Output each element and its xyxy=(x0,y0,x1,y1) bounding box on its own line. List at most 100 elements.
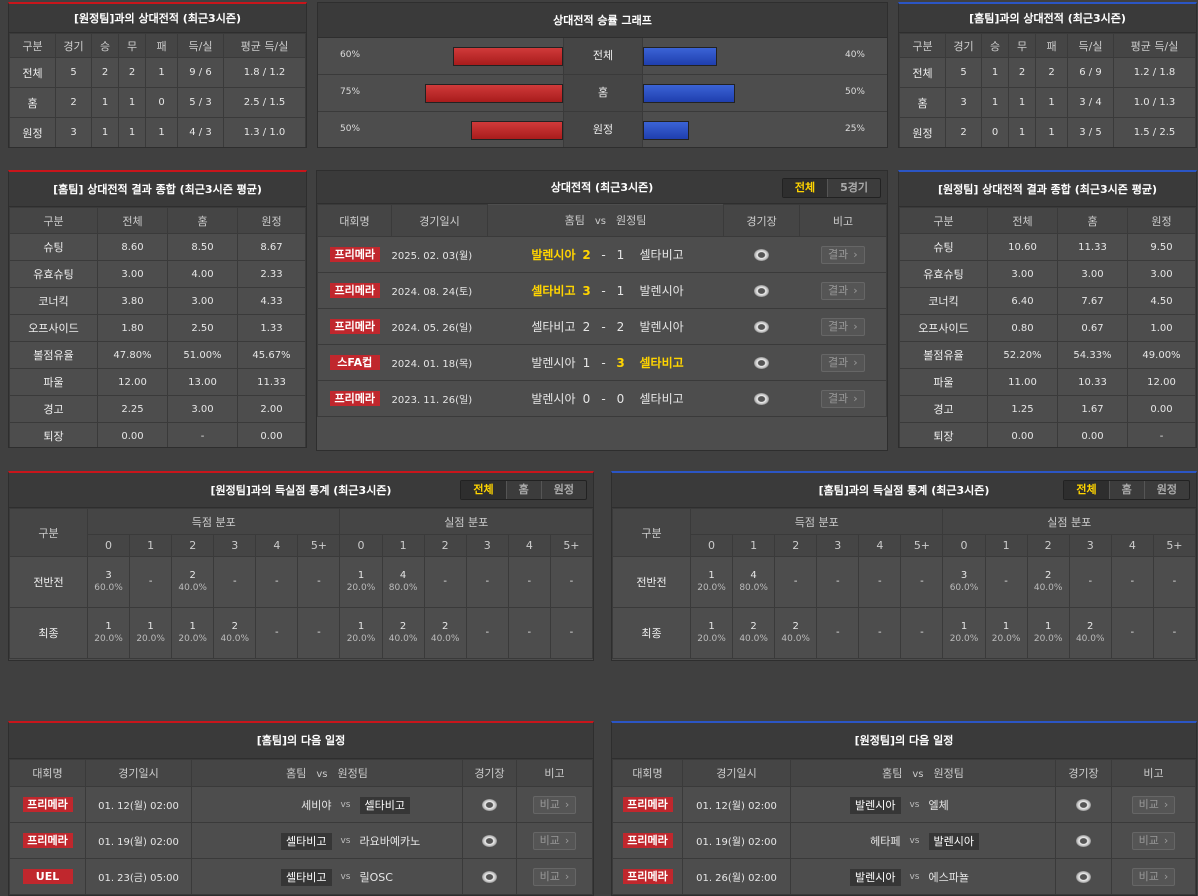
stadium-icon[interactable] xyxy=(754,356,770,369)
tab-홈[interactable]: 홈 xyxy=(505,481,541,499)
stadium-icon[interactable] xyxy=(1076,798,1091,811)
result-button[interactable]: 결과 › xyxy=(820,317,865,336)
row-label: 홈 xyxy=(563,75,643,111)
row-label: 파울 xyxy=(899,368,988,396)
goal-percent: 20.0% xyxy=(178,634,207,644)
table-row: 슈팅 10.60 11.33 9.50 xyxy=(899,233,1196,261)
cell-value: 3 / 5 xyxy=(1067,117,1114,147)
tab-홈[interactable]: 홈 xyxy=(1108,481,1144,499)
away-label: 원정팀 xyxy=(933,767,964,780)
stadium-icon[interactable] xyxy=(1076,834,1091,847)
tab-원정[interactable]: 원정 xyxy=(540,481,586,499)
goal-dist-cell: - xyxy=(297,556,341,608)
empty-value: - xyxy=(1130,627,1135,638)
header-row: 구분 전체 홈 원정 xyxy=(9,207,306,234)
tab-5경기[interactable]: 5경기 xyxy=(827,179,880,197)
stadium-icon[interactable] xyxy=(482,798,497,811)
league-cell: 프리메라 xyxy=(317,272,392,309)
goal-percent: 20.0% xyxy=(949,634,979,644)
chevron-right-icon: › xyxy=(853,247,858,261)
panel-title: [홈팀] 상대전적 결과 종합 (최근3시즌 평균) xyxy=(9,172,306,207)
cell-value: 0.00 xyxy=(1057,422,1128,447)
goals-home-table: 구분 득점 분포 실점 분포 0 1 2 3 4 5+ 0 1 2 3 4 5+ 전반전 1 20.0% 4 80.0… xyxy=(612,508,1196,659)
tab-전체[interactable]: 전체 xyxy=(782,179,828,197)
goal-count-header: 1 xyxy=(984,534,1028,557)
goals-away-table: 구분 득점 분포 실점 분포 0 1 2 3 4 5+ 0 1 2 3 4 5+ 전반전 3 60.0% -2 40.… xyxy=(9,508,593,659)
h2h-matches-panel: 상대전적 (최근3시즌) 전체 5경기 대회명 경기일시 홈팀 vs 원정팀 경기장 비고 프리… xyxy=(316,170,888,451)
home-team: 발렌시아 xyxy=(487,236,576,273)
h2h-matches-table: 대회명 경기일시 홈팀 vs 원정팀 경기장 비고 프리메라 2025. 02. 03(월) 발렌… xyxy=(317,204,887,417)
schedule-row: 프리메라 01. 19(월) 02:00 헤타페 vs 발렌시아 비교 › xyxy=(612,822,1196,859)
result-button[interactable]: 결과 › xyxy=(820,389,865,408)
cell-value: 2.25 xyxy=(97,395,168,423)
stadium-icon[interactable] xyxy=(754,320,770,333)
stadium-icon[interactable] xyxy=(482,870,497,883)
match-row: 프리메라 2024. 08. 24(토) 셀타비고 3-1 발렌시아 결과 › xyxy=(317,272,887,309)
goal-count: 1 xyxy=(708,621,715,632)
table-row: 코너킥 6.40 7.67 4.50 xyxy=(899,287,1196,315)
panel-title: [원정팀]과의 득실점 통계 (최근3시즌) 전체 홈 원정 xyxy=(9,473,593,508)
goals-filter-tabs: 전체 홈 원정 xyxy=(1063,480,1190,500)
result-button[interactable]: 결과 › xyxy=(820,353,865,372)
goal-percent: 40.0% xyxy=(1033,583,1063,593)
summary-home-panel: [홈팀] 상대전적 결과 종합 (최근3시즌 평균) 구분 전체 홈 원정 슈팅 8.60… xyxy=(8,170,307,448)
result-button[interactable]: 결과 › xyxy=(820,245,865,264)
cell-value: 1.0 / 1.3 xyxy=(1113,87,1196,118)
cell-value: 10.60 xyxy=(987,233,1058,261)
cell-value: 0.67 xyxy=(1057,314,1128,342)
stadium-icon[interactable] xyxy=(1076,870,1091,883)
tab-전체[interactable]: 전체 xyxy=(461,481,506,499)
row-label: 홈 xyxy=(899,87,946,118)
goals-filter-tabs: 전체 홈 원정 xyxy=(460,480,587,500)
away-rate-bar xyxy=(643,121,689,140)
vs-label: vs xyxy=(331,822,360,859)
cell-value: 1 xyxy=(981,87,1009,118)
cell-value: 1.3 / 1.0 xyxy=(223,117,306,147)
goal-dist-cell: - xyxy=(297,607,341,659)
result-button[interactable]: 결과 › xyxy=(820,281,865,300)
compare-button[interactable]: 비교 › xyxy=(532,831,577,850)
cell-value: 3.00 xyxy=(97,260,168,288)
home-team: 발렌시아 xyxy=(850,868,901,886)
cell-value: 9.50 xyxy=(1127,233,1196,261)
home-team: 셀타비고 xyxy=(281,868,332,886)
goals-home-panel: [홈팀]과의 득실점 통계 (최근3시즌) 전체 홈 원정 구분 득점 분포 실점 분포… xyxy=(611,471,1197,661)
home-side: 60% xyxy=(318,38,563,74)
stadium-icon[interactable] xyxy=(754,284,770,297)
goal-dist-cell: - xyxy=(816,607,860,659)
compare-button[interactable]: 비교 › xyxy=(532,795,577,814)
goal-dist-cell: 3 60.0% xyxy=(942,556,986,608)
home-team: 세비야 xyxy=(301,798,332,812)
empty-value: - xyxy=(569,627,574,638)
date-cell: 2024. 01. 18(목) xyxy=(391,344,488,381)
compare-button[interactable]: 비교 › xyxy=(1131,867,1176,886)
panel-title: [원정팀]과의 상대전적 (최근3시즌) xyxy=(9,4,306,33)
tab-전체[interactable]: 전체 xyxy=(1064,481,1109,499)
note-cell: 결과 › xyxy=(799,380,887,417)
result-label: 결과 xyxy=(827,283,849,297)
cell-value: 52.20% xyxy=(987,341,1058,369)
summary-away-panel: [원정팀] 상대전적 결과 종합 (최근3시즌 평균) 구분 전체 홈 원정 슈팅 10.… xyxy=(898,170,1197,448)
cell-value: 0.00 xyxy=(97,422,168,447)
row-label: 퇴장 xyxy=(9,422,98,447)
stadium-icon[interactable] xyxy=(754,248,770,261)
goal-percent: 40.0% xyxy=(388,634,418,644)
goal-dist-cell: 2 40.0% xyxy=(213,607,257,659)
cell-value: 0 xyxy=(145,87,178,118)
goal-percent: 40.0% xyxy=(178,583,207,593)
goal-percent: 40.0% xyxy=(1075,634,1105,644)
row-label: 전체 xyxy=(563,38,643,74)
away-team-cell: 발렌시아 xyxy=(928,822,1056,859)
column-header: 승 xyxy=(981,33,1009,58)
tab-원정[interactable]: 원정 xyxy=(1143,481,1189,499)
compare-button[interactable]: 비교 › xyxy=(532,867,577,886)
empty-value: - xyxy=(569,576,574,587)
stadium-icon[interactable] xyxy=(482,834,497,847)
compare-button[interactable]: 비교 › xyxy=(1131,795,1176,814)
stadium-icon[interactable] xyxy=(754,392,770,405)
column-header: 경기 xyxy=(55,33,92,58)
compare-button[interactable]: 비교 › xyxy=(1131,831,1176,850)
goal-count: 1 xyxy=(105,621,112,632)
date-cell: 01. 26(월) 02:00 xyxy=(682,858,791,895)
cell-value: 1 xyxy=(981,57,1009,88)
